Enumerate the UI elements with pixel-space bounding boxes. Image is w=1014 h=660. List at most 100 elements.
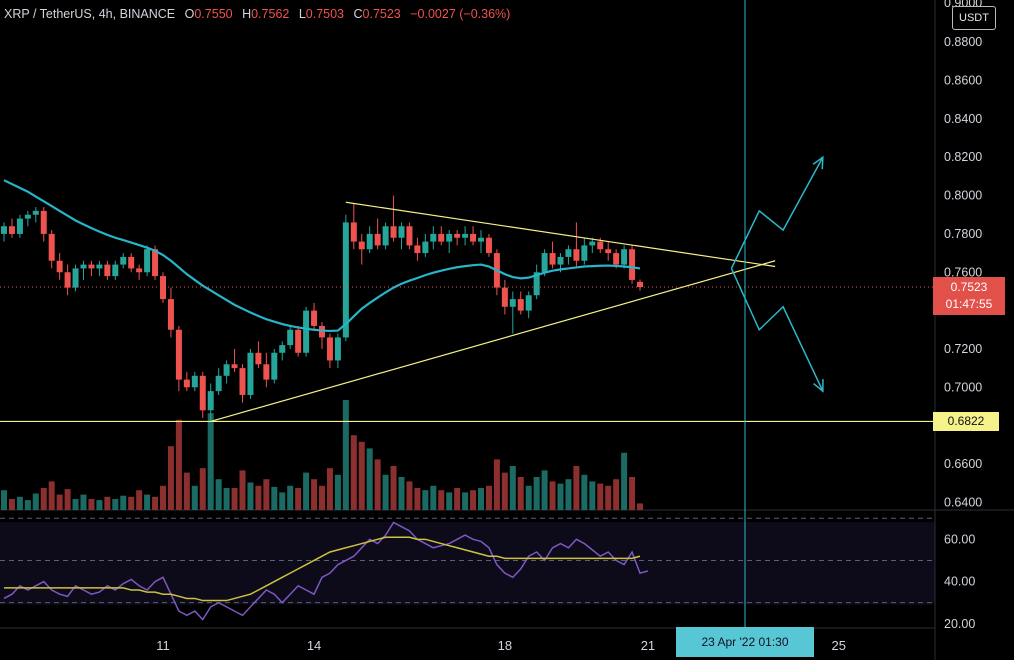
volume-bar <box>48 481 55 510</box>
volume-bar <box>223 488 230 510</box>
candle <box>605 241 612 261</box>
candle <box>96 260 103 277</box>
candle <box>144 245 151 277</box>
volume-bar <box>637 503 643 510</box>
candle <box>191 371 198 392</box>
candle <box>207 383 214 422</box>
candle-body <box>56 260 63 273</box>
price-tick-label-top: 0.9000 <box>944 0 982 10</box>
volume-bar <box>446 492 453 510</box>
price-tick-label: 0.8200 <box>944 150 982 164</box>
volume-bar <box>152 496 159 510</box>
candle-body <box>303 310 310 353</box>
volume-bar <box>16 496 23 510</box>
candle-body <box>112 264 119 277</box>
candle <box>104 260 111 280</box>
moving-average-line <box>3 179 641 333</box>
volume-bar <box>104 496 111 510</box>
candle <box>311 302 318 330</box>
candle <box>56 253 63 280</box>
candle-body <box>422 241 429 254</box>
candle-body <box>581 245 588 261</box>
candle-body <box>549 253 556 265</box>
symbol-title[interactable]: XRP / TetherUS, 4h, BINANCE <box>4 7 176 21</box>
volume-bar <box>581 474 588 510</box>
candle <box>183 371 190 392</box>
volume-bar <box>382 474 389 510</box>
low-value: 0.7503 <box>305 7 345 21</box>
candle-body <box>88 264 95 269</box>
candle <box>167 287 174 338</box>
volume-bar <box>613 479 620 510</box>
volume-bar <box>454 488 461 510</box>
volume-bar <box>64 489 71 510</box>
price-tick-label: 0.7200 <box>944 342 982 356</box>
candle <box>326 333 333 369</box>
candle-body <box>48 233 55 261</box>
candle-body <box>72 268 79 288</box>
volume-bar <box>255 485 262 510</box>
candle <box>509 291 516 334</box>
volume-bar <box>175 419 182 510</box>
volume-bar <box>32 493 39 510</box>
volume-bar <box>136 490 143 510</box>
candle-body <box>342 222 349 338</box>
volume-bar <box>319 485 325 510</box>
candle-body <box>326 337 333 361</box>
time-tick-label: 21 <box>641 638 655 653</box>
candle <box>24 210 31 227</box>
candle-body <box>167 299 174 330</box>
candle-body <box>8 226 15 234</box>
volume-bar <box>493 459 500 510</box>
volume-bar <box>533 477 540 510</box>
candle <box>446 230 453 254</box>
volume-bar <box>1 490 7 510</box>
candle <box>271 348 278 384</box>
candle-body <box>621 249 628 265</box>
time-tick-label: 14 <box>307 638 321 653</box>
candle-body <box>382 226 389 246</box>
drawing-lines <box>0 0 935 628</box>
candle <box>16 214 23 238</box>
candle <box>517 291 524 315</box>
volume-bar <box>24 500 31 510</box>
candle <box>64 264 71 296</box>
volume-bar <box>287 485 294 510</box>
volume-bar <box>239 470 246 510</box>
candle-body <box>136 268 143 273</box>
volume-bar <box>358 441 365 510</box>
candle <box>8 218 15 238</box>
candle-body <box>334 337 341 361</box>
candle-body <box>541 253 548 273</box>
time-axis: 11 14 18 21 25 <box>156 638 846 653</box>
candle-body <box>446 233 453 242</box>
candle-body <box>32 210 39 215</box>
currency-button[interactable]: USDT <box>952 6 996 30</box>
volume-bar <box>406 481 413 510</box>
candle <box>589 237 596 254</box>
volume-bar <box>112 499 119 510</box>
open-label: O <box>184 7 195 21</box>
candle <box>422 233 429 257</box>
candle <box>342 214 349 342</box>
volume-bar <box>334 474 341 510</box>
candle-body <box>152 249 159 277</box>
volume-bar <box>96 500 103 510</box>
high-label: H <box>242 7 252 21</box>
volume-bar <box>160 485 166 510</box>
candle-body <box>565 249 572 257</box>
candle-body <box>199 375 206 411</box>
candle-body <box>374 233 381 246</box>
candle-body <box>438 233 445 242</box>
candle <box>199 371 206 418</box>
candle-body <box>175 329 182 380</box>
rsi-band-background <box>0 522 935 605</box>
candle <box>1 222 7 242</box>
symbol-header: XRP / TetherUS, 4h, BINANCE O0.7550 H0.7… <box>4 7 510 21</box>
candle-body <box>525 295 532 311</box>
low-label: L <box>298 7 306 21</box>
candle <box>215 368 222 395</box>
candle-body <box>24 214 31 219</box>
candle <box>533 264 540 300</box>
